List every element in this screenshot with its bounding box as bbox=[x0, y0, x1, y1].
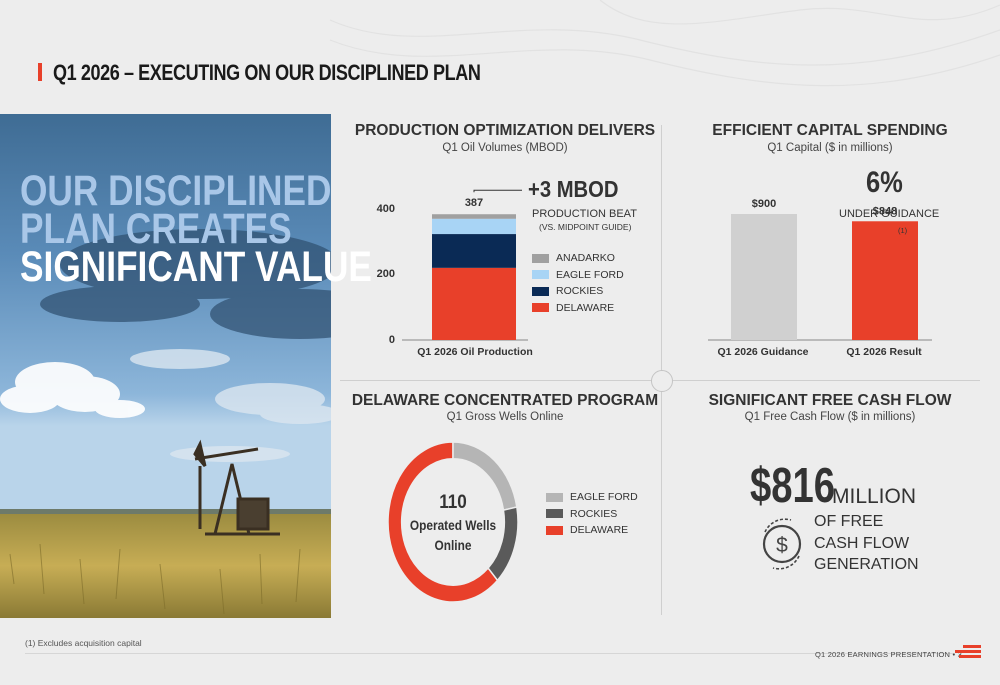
legend-swatch bbox=[546, 525, 563, 535]
footnote-marker: (1) bbox=[898, 226, 908, 235]
hero-line-2: PLAN CREATES bbox=[20, 205, 292, 253]
hero-photo bbox=[0, 114, 331, 618]
dollar-cycle-icon: $ bbox=[757, 514, 807, 579]
legend-swatch bbox=[546, 492, 563, 502]
fcf-subtitle: Q1 Free Cash Flow ($ in millions) bbox=[744, 411, 916, 423]
production-callout-line1: PRODUCTION BEAT bbox=[532, 208, 637, 220]
legend-label: EAGLE FORD bbox=[570, 491, 638, 504]
production-callout-line2: (VS. MIDPOINT GUIDE) bbox=[539, 222, 632, 232]
production-stacked-bar-chart: 387 bbox=[402, 189, 528, 341]
production-title: PRODUCTION OPTIMIZATION DELIVERS bbox=[354, 122, 656, 139]
legend-label: ROCKIES bbox=[556, 285, 604, 298]
footnote: (1) Excludes acquisition capital bbox=[25, 638, 142, 648]
bar-value-label: $900 bbox=[752, 198, 776, 210]
legend-label: EAGLE FORD bbox=[556, 268, 624, 281]
production-callout-value: +3 MBOD bbox=[528, 176, 619, 202]
x-category-label: Q1 2026 Result bbox=[846, 346, 922, 358]
footer-label: Q1 2026 EARNINGS PRESENTATION • 3 bbox=[815, 650, 962, 659]
x-category-label: Q1 2026 Guidance bbox=[717, 346, 809, 358]
production-legend: ANADARKO EAGLE FORD ROCKIES DELAWARE bbox=[532, 250, 624, 316]
hero-line-3: SIGNIFICANT VALUE bbox=[20, 243, 372, 291]
capital-callout-label: UNDER GUIDANCE bbox=[839, 208, 940, 220]
legend-label: DELAWARE bbox=[556, 301, 615, 314]
fcf-line-1: OF FREE bbox=[814, 513, 884, 530]
capital-bar bbox=[731, 214, 797, 340]
title-accent-bar bbox=[38, 63, 42, 81]
legend-swatch bbox=[532, 286, 549, 296]
x-category-label: Q1 2026 Oil Production bbox=[417, 346, 533, 358]
wells-donut-chart bbox=[387, 441, 519, 603]
bar-segment-eagle-ford bbox=[432, 218, 516, 235]
legend-label: ROCKIES bbox=[570, 507, 618, 520]
fcf-line-2: CASH FLOW bbox=[814, 535, 910, 552]
production-subtitle: Q1 Oil Volumes (MBOD) bbox=[442, 142, 568, 154]
capital-callout-value: 6% bbox=[866, 166, 903, 199]
legend-swatch bbox=[546, 509, 563, 519]
delaware-subtitle: Q1 Gross Wells Online bbox=[446, 411, 564, 423]
fcf-value: $816 bbox=[750, 459, 836, 513]
divider-circle bbox=[651, 370, 673, 392]
capital-bar bbox=[852, 221, 918, 340]
donut-center-label-2: Online bbox=[434, 538, 472, 553]
bar-total-label: 387 bbox=[465, 197, 483, 209]
legend-label: ANADARKO bbox=[556, 252, 615, 265]
legend-item: ROCKIES bbox=[532, 283, 624, 300]
legend-label: DELAWARE bbox=[570, 524, 629, 537]
page-title: Q1 2026 – EXECUTING ON OUR DISCIPLINED P… bbox=[53, 60, 481, 85]
hero-statement: OUR DISCIPLINED PLAN CREATES SIGNIFICANT… bbox=[20, 170, 372, 291]
bar-segment-delaware bbox=[432, 267, 516, 340]
y-tick-label: 0 bbox=[388, 334, 395, 346]
legend-swatch bbox=[532, 270, 549, 280]
footer-presentation-name: Q1 2026 EARNINGS PRESENTATION bbox=[815, 650, 951, 659]
legend-item: ROCKIES bbox=[546, 506, 638, 523]
pumpjack bbox=[193, 439, 280, 536]
bar-value-label: $848 bbox=[873, 205, 897, 217]
capital-title: EFFICIENT CAPITAL SPENDING bbox=[712, 122, 948, 139]
delaware-title: DELAWARE CONCENTRATED PROGRAM bbox=[351, 392, 659, 409]
svg-text:$: $ bbox=[776, 534, 788, 557]
legend-item: EAGLE FORD bbox=[546, 489, 638, 506]
footer-rule bbox=[25, 653, 955, 654]
legend-item: DELAWARE bbox=[532, 300, 624, 317]
fcf-unit: MILLION bbox=[832, 485, 917, 508]
callout-connector bbox=[473, 189, 522, 193]
footer-separator: • bbox=[952, 650, 958, 659]
bar-segment-anadarko bbox=[432, 214, 516, 219]
capital-bar-chart: $900 $848 bbox=[708, 198, 932, 341]
legend-item: EAGLE FORD bbox=[532, 267, 624, 284]
y-tick-label: 200 bbox=[376, 268, 395, 280]
legend-item: DELAWARE bbox=[546, 522, 638, 539]
page-number: 3 bbox=[957, 650, 962, 659]
y-tick-label: 400 bbox=[376, 203, 395, 215]
legend-item: ANADARKO bbox=[532, 250, 624, 267]
fcf-line-3: GENERATION bbox=[814, 556, 919, 573]
legend-swatch bbox=[532, 253, 549, 263]
legend-swatch bbox=[532, 303, 549, 313]
donut-center-label-1: Operated Wells bbox=[409, 518, 497, 533]
fcf-title: SIGNIFICANT FREE CASH FLOW bbox=[708, 392, 952, 409]
donut-slice-rockies bbox=[487, 506, 519, 582]
wells-legend: EAGLE FORD ROCKIES DELAWARE bbox=[546, 489, 638, 539]
bar-segment-rockies bbox=[432, 234, 516, 268]
donut-center-value: 110 bbox=[439, 492, 467, 513]
capital-subtitle: Q1 Capital ($ in millions) bbox=[767, 142, 893, 154]
company-logo-icon bbox=[955, 645, 981, 664]
